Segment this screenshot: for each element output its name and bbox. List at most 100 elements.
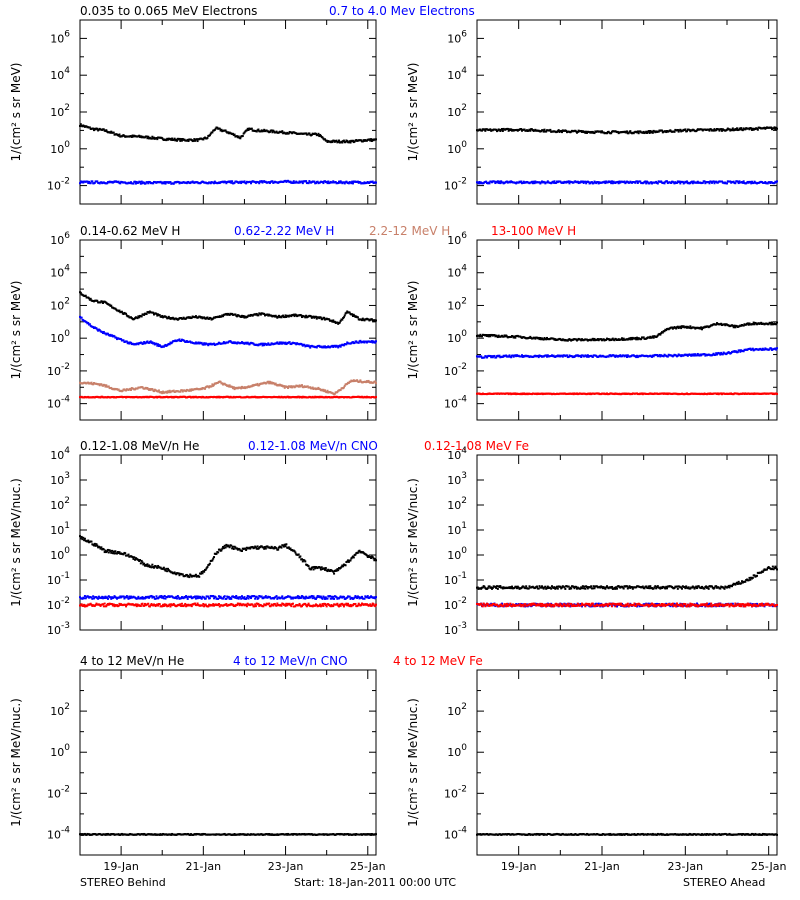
data-point — [774, 347, 777, 350]
data-point — [360, 596, 363, 599]
data-point — [222, 315, 225, 318]
data-point — [346, 382, 349, 385]
data-point — [208, 563, 211, 566]
data-point — [119, 182, 122, 185]
data-point — [374, 597, 377, 600]
data-point — [200, 388, 203, 391]
legend-entry: 2.2-12 MeV H — [369, 224, 450, 238]
data-point — [217, 595, 220, 598]
data-series — [476, 392, 778, 396]
data-point — [102, 548, 105, 551]
data-point — [88, 180, 91, 183]
data-point — [156, 138, 159, 141]
data-point — [626, 130, 628, 133]
data-point — [296, 595, 299, 598]
data-point — [222, 342, 225, 345]
data-point — [308, 132, 311, 135]
data-point — [243, 131, 246, 134]
y-tick-label: 106 — [50, 29, 70, 45]
data-point — [314, 315, 317, 318]
data-point — [676, 354, 679, 357]
data-point — [267, 342, 270, 345]
data-point — [228, 546, 231, 549]
data-point — [181, 390, 184, 393]
data-point — [290, 385, 293, 388]
data-point — [95, 327, 98, 330]
data-point — [540, 181, 543, 184]
data-point — [268, 380, 271, 383]
y-tick-label: 106 — [50, 231, 70, 247]
data-point — [506, 180, 508, 183]
data-point — [196, 140, 199, 143]
data-point — [207, 344, 210, 347]
data-point — [337, 569, 340, 572]
data-point — [111, 334, 114, 337]
data-point — [617, 182, 620, 185]
data-point — [343, 182, 346, 185]
data-point — [636, 130, 639, 133]
data-point — [259, 313, 262, 316]
data-point — [225, 182, 228, 185]
data-point — [489, 128, 492, 131]
data-point — [688, 129, 691, 132]
data-point — [155, 312, 158, 315]
plot-frame — [79, 239, 377, 421]
data-point — [257, 128, 260, 131]
data-point — [625, 354, 628, 357]
data-point — [194, 342, 197, 345]
data-point — [533, 182, 536, 185]
data-point — [93, 542, 96, 545]
data-point — [148, 596, 151, 599]
data-point — [195, 138, 198, 141]
data-point — [356, 180, 359, 183]
data-point — [179, 139, 182, 142]
data-point — [240, 316, 243, 319]
data-point — [289, 547, 292, 550]
data-point — [157, 390, 160, 393]
data-point — [167, 315, 170, 318]
data-point — [651, 335, 654, 338]
data-point — [269, 547, 272, 550]
data-point — [610, 132, 613, 135]
data-series — [476, 321, 778, 342]
data-point — [616, 180, 619, 183]
data-point — [180, 389, 183, 392]
data-point — [655, 180, 658, 183]
data-point — [351, 182, 354, 185]
y-tick-label: 100 — [50, 140, 70, 156]
data-point — [194, 595, 197, 598]
data-point — [636, 336, 638, 339]
data-point — [177, 180, 180, 183]
data-series — [79, 379, 377, 396]
y-tick-label: 10-4 — [47, 395, 70, 411]
data-point — [301, 316, 303, 319]
data-point — [342, 595, 345, 598]
data-point — [323, 596, 326, 599]
data-point — [240, 182, 243, 185]
data-point — [707, 181, 710, 184]
data-point — [283, 342, 286, 345]
data-point — [346, 596, 349, 599]
data-point — [761, 348, 763, 351]
data-point — [346, 560, 349, 563]
data-point — [685, 325, 688, 328]
data-point — [92, 129, 95, 132]
data-point — [623, 180, 626, 183]
data-point — [185, 573, 188, 576]
data-point — [337, 140, 340, 143]
data-point — [177, 572, 180, 575]
data-point — [301, 343, 303, 346]
data-point — [520, 355, 523, 358]
data-point — [82, 536, 85, 539]
data-point — [292, 180, 295, 183]
data-point — [481, 335, 483, 338]
data-point — [87, 321, 90, 324]
y-tick-label: 106 — [447, 29, 467, 45]
data-point — [326, 389, 329, 392]
data-point — [204, 568, 207, 571]
data-point — [310, 133, 313, 136]
data-point — [130, 317, 133, 320]
data-point — [82, 605, 85, 608]
data-point — [496, 180, 499, 183]
data-point — [652, 336, 655, 339]
